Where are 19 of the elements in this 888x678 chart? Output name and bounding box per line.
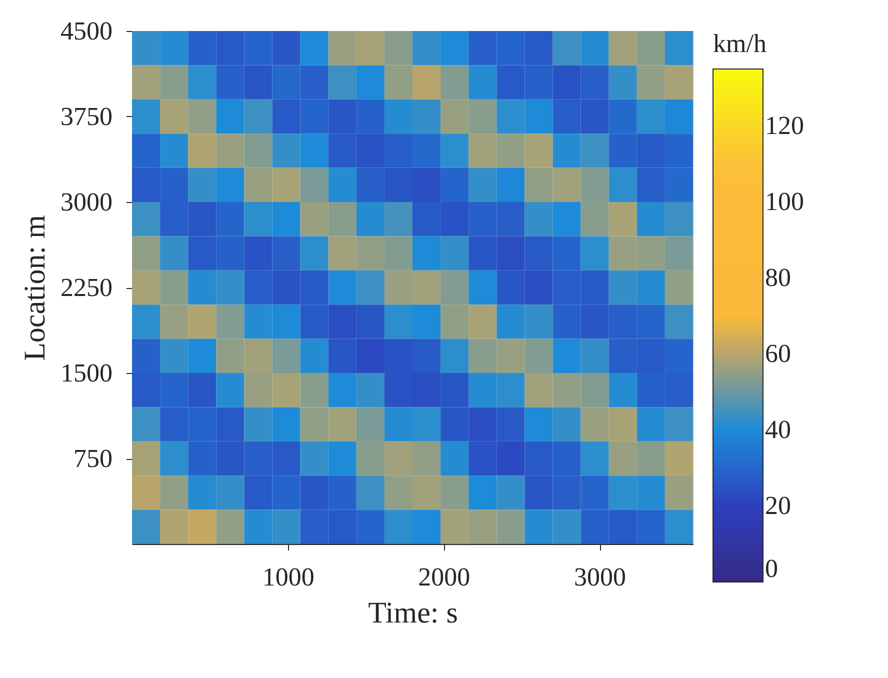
y-tick-label: 750	[74, 444, 112, 473]
x-tick-label: 2000	[418, 562, 470, 592]
color-bar-label: 100	[765, 187, 804, 216]
color-bar-label: 60	[765, 339, 791, 368]
y-tick-label: 2250	[60, 273, 112, 302]
y-tick-label: 4500	[60, 16, 112, 46]
x-axis-title: Time: s	[368, 596, 458, 630]
x-tick-label: 3000	[574, 562, 626, 592]
y-axis-title: Location: m	[18, 215, 52, 361]
y-tick-label: 3750	[60, 102, 112, 131]
x-tick-label: 1000	[262, 562, 314, 592]
color-bar-label: 120	[765, 111, 804, 140]
color-bar-label: 20	[765, 491, 791, 520]
color-bar-label: 0	[765, 554, 778, 583]
y-tick-label: 1500	[60, 358, 112, 388]
color-bar-label: 80	[765, 263, 791, 292]
color-bar-label: 40	[765, 415, 791, 444]
color-bar-title: km/h	[713, 29, 766, 58]
y-tick-label: 3000	[60, 188, 112, 216]
